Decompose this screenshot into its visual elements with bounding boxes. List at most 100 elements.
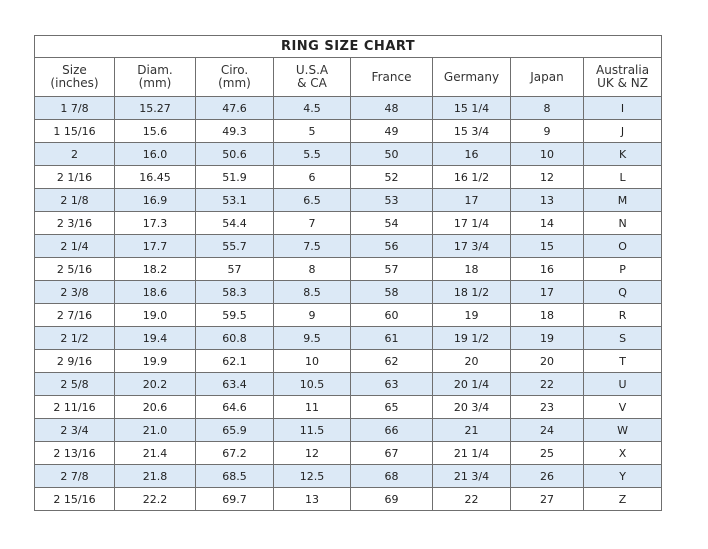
cell-france: 53 <box>350 188 433 212</box>
cell-diameter-mm: 16.9 <box>114 188 196 212</box>
cell-germany: 22 <box>432 487 511 511</box>
cell-usa-ca: 11.5 <box>273 418 351 442</box>
cell-germany: 20 <box>432 349 511 373</box>
table-title: RING SIZE CHART <box>33 35 663 58</box>
cell-germany: 15 3/4 <box>432 119 511 143</box>
table-row: 2 3/8 18.6 58.3 8.5 58 18 1/2 17 Q <box>34 280 663 304</box>
cell-australia-uk-nz: Y <box>582 464 663 488</box>
cell-usa-ca: 12.5 <box>273 464 351 488</box>
header-line: (mm) <box>218 76 251 90</box>
cell-australia-uk-nz: V <box>582 395 663 419</box>
cell-usa-ca: 11 <box>273 395 351 419</box>
header-line: (mm) <box>138 76 172 90</box>
cell-usa-ca: 7.5 <box>273 234 351 258</box>
table-row: 2 3/4 21.0 65.9 11.5 66 21 24 W <box>34 418 663 442</box>
cell-japan: 8 <box>510 96 584 120</box>
cell-size-inches: 2 7/16 <box>34 303 115 327</box>
cell-usa-ca: 9.5 <box>273 326 351 350</box>
table-row: 2 1/8 16.9 53.1 6.5 53 17 13 M <box>34 188 663 212</box>
cell-circumference-mm: 69.7 <box>195 487 274 511</box>
cell-diameter-mm: 20.2 <box>114 372 196 396</box>
cell-japan: 24 <box>510 418 584 442</box>
cell-germany: 17 1/4 <box>432 211 511 235</box>
table-row: 2 16.0 50.6 5.5 50 16 10 K <box>34 142 663 166</box>
cell-japan: 25 <box>510 441 584 465</box>
cell-japan: 15 <box>510 234 584 258</box>
table-row: 2 7/16 19.0 59.5 9 60 19 18 R <box>34 303 663 327</box>
cell-france: 49 <box>350 119 433 143</box>
column-header-japan: Japan <box>510 57 584 97</box>
cell-australia-uk-nz: M <box>582 188 663 212</box>
cell-france: 67 <box>350 441 433 465</box>
cell-australia-uk-nz: J <box>582 119 663 143</box>
cell-diameter-mm: 17.7 <box>114 234 196 258</box>
cell-australia-uk-nz: W <box>582 418 663 442</box>
header-line: U.S.A <box>295 63 329 77</box>
table-row: 2 9/16 19.9 62.1 10 62 20 20 T <box>34 349 663 373</box>
cell-japan: 23 <box>510 395 584 419</box>
cell-circumference-mm: 64.6 <box>195 395 274 419</box>
header-line: (inches) <box>50 76 99 90</box>
cell-japan: 9 <box>510 119 584 143</box>
column-header-usa-ca: U.S.A & CA <box>273 57 351 97</box>
cell-japan: 14 <box>510 211 584 235</box>
cell-germany: 17 3/4 <box>432 234 511 258</box>
cell-france: 63 <box>350 372 433 396</box>
cell-circumference-mm: 65.9 <box>195 418 274 442</box>
cell-germany: 15 1/4 <box>432 96 511 120</box>
cell-germany: 21 3/4 <box>432 464 511 488</box>
cell-japan: 17 <box>510 280 584 304</box>
cell-circumference-mm: 62.1 <box>195 349 274 373</box>
header-line: Australia <box>596 63 650 77</box>
cell-japan: 12 <box>510 165 584 189</box>
header-line: UK & NZ <box>597 76 648 90</box>
table-row: 1 7/8 15.27 47.6 4.5 48 15 1/4 8 I <box>34 96 663 120</box>
cell-diameter-mm: 16.0 <box>114 142 196 166</box>
cell-france: 54 <box>350 211 433 235</box>
cell-france: 69 <box>350 487 433 511</box>
cell-diameter-mm: 21.0 <box>114 418 196 442</box>
header-line: Diam. <box>137 63 173 77</box>
table-body: 1 7/8 15.27 47.6 4.5 48 15 1/4 8 I 1 15/16 15.6 49… <box>34 96 663 511</box>
table-row: 2 1/4 17.7 55.7 7.5 56 17 3/4 15 O <box>34 234 663 258</box>
cell-diameter-mm: 15.27 <box>114 96 196 120</box>
cell-france: 66 <box>350 418 433 442</box>
cell-diameter-mm: 18.6 <box>114 280 196 304</box>
cell-size-inches: 2 3/4 <box>34 418 115 442</box>
cell-usa-ca: 8 <box>273 257 351 281</box>
column-header-australia-uk-nz: Australia UK & NZ <box>582 57 663 97</box>
cell-usa-ca: 5.5 <box>273 142 351 166</box>
table-row: 1 15/16 15.6 49.3 5 49 15 3/4 9 J <box>34 119 663 143</box>
cell-circumference-mm: 58.3 <box>195 280 274 304</box>
cell-japan: 20 <box>510 349 584 373</box>
table-row: 2 3/16 17.3 54.4 7 54 17 1/4 14 N <box>34 211 663 235</box>
cell-diameter-mm: 22.2 <box>114 487 196 511</box>
cell-size-inches: 2 1/4 <box>34 234 115 258</box>
ring-size-table: RING SIZE CHART Size (inches) Diam. (mm) Cir… <box>33 35 663 511</box>
cell-australia-uk-nz: K <box>582 142 663 166</box>
cell-circumference-mm: 67.2 <box>195 441 274 465</box>
cell-circumference-mm: 53.1 <box>195 188 274 212</box>
cell-germany: 16 <box>432 142 511 166</box>
cell-japan: 10 <box>510 142 584 166</box>
cell-france: 68 <box>350 464 433 488</box>
table-row: 2 5/16 18.2 57 8 57 18 16 P <box>34 257 663 281</box>
cell-diameter-mm: 19.4 <box>114 326 196 350</box>
cell-australia-uk-nz: T <box>582 349 663 373</box>
cell-circumference-mm: 54.4 <box>195 211 274 235</box>
cell-size-inches: 2 11/16 <box>34 395 115 419</box>
cell-australia-uk-nz: S <box>582 326 663 350</box>
cell-germany: 18 <box>432 257 511 281</box>
cell-germany: 19 <box>432 303 511 327</box>
table-row: 2 15/16 22.2 69.7 13 69 22 27 Z <box>34 487 663 511</box>
cell-germany: 17 <box>432 188 511 212</box>
header-line: Germany <box>443 69 500 84</box>
cell-size-inches: 2 1/2 <box>34 326 115 350</box>
cell-usa-ca: 10 <box>273 349 351 373</box>
cell-france: 65 <box>350 395 433 419</box>
cell-circumference-mm: 68.5 <box>195 464 274 488</box>
cell-germany: 21 1/4 <box>432 441 511 465</box>
cell-australia-uk-nz: O <box>582 234 663 258</box>
cell-circumference-mm: 63.4 <box>195 372 274 396</box>
cell-japan: 19 <box>510 326 584 350</box>
